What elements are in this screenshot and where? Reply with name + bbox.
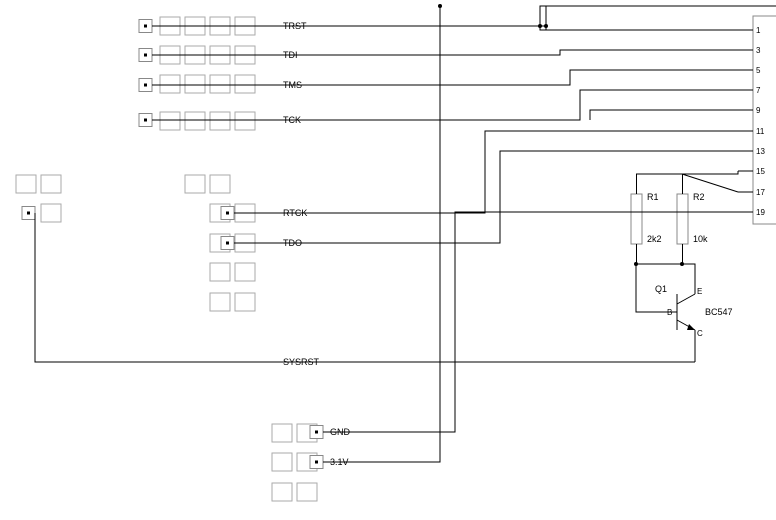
q1-ref: Q1 (655, 284, 667, 294)
r2-ref: R2 (693, 192, 705, 202)
decor-box-31 (272, 453, 292, 471)
pad-tdo-dot (226, 242, 229, 245)
net-sysrst (35, 213, 695, 362)
decor-box-25 (210, 263, 230, 281)
decor-box-16 (185, 175, 205, 193)
schematic-canvas: J11357911131517192468101214161820TRSTTDI… (0, 0, 776, 520)
decor-box-20 (16, 175, 36, 193)
net-tdo (234, 151, 738, 243)
pad-rtck-dot (226, 212, 229, 215)
net-r1-pin15 (636, 171, 738, 174)
decor-box-27 (210, 293, 230, 311)
pad-tdi-dot (144, 54, 147, 57)
decor-box-26 (235, 263, 255, 281)
decor-box-10 (210, 75, 230, 93)
decor-box-22 (41, 204, 61, 222)
pad-trst-dot (144, 25, 147, 28)
pin-11-label: 11 (756, 127, 765, 136)
q1-part: BC547 (705, 307, 733, 317)
decor-box-33 (272, 483, 292, 501)
net-gnd (323, 212, 738, 432)
pin-19-label: 19 (756, 208, 765, 217)
decor-box-21 (41, 175, 61, 193)
pin-1-label: 1 (756, 26, 761, 35)
pin-9-label: 9 (756, 106, 761, 115)
w-trst-pin1 (546, 26, 738, 30)
decor-box-28 (235, 293, 255, 311)
decor-box-14 (210, 112, 230, 130)
r2-val: 10k (693, 234, 708, 244)
pin-7-label: 7 (756, 86, 761, 95)
net-rtck (234, 131, 738, 213)
pin-15-label: 15 (756, 167, 765, 176)
svg-text:E: E (697, 287, 702, 296)
pin-13-label: 13 (756, 147, 765, 156)
net-3v1 (323, 6, 440, 462)
decor-box-29 (272, 424, 292, 442)
net-pin9 (590, 110, 738, 120)
decor-box-12 (160, 112, 180, 130)
pin-3-label: 3 (756, 46, 761, 55)
decor-box-34 (297, 483, 317, 501)
decor-box-8 (160, 75, 180, 93)
pad-sysrst-dot (27, 212, 30, 215)
r1-val: 2k2 (647, 234, 662, 244)
pad-tck-dot (144, 119, 147, 122)
resistor-r1 (631, 194, 642, 244)
decor-box-13 (185, 112, 205, 130)
net-r2-pin17 (682, 174, 738, 192)
pad-gnd-dot (315, 431, 318, 434)
pin-5-label: 5 (756, 66, 761, 75)
resistor-r2 (677, 194, 688, 244)
svg-text:C: C (697, 329, 703, 338)
r1-ref: R1 (647, 192, 659, 202)
decor-box-11 (235, 75, 255, 93)
pad-v31-dot (315, 461, 318, 464)
pin-17-label: 17 (756, 188, 765, 197)
decor-box-15 (235, 112, 255, 130)
net-q1-e (682, 264, 695, 294)
decor-box-9 (185, 75, 205, 93)
net-trst-pin1 (540, 26, 738, 30)
pad-tms-dot (144, 84, 147, 87)
decor-box-17 (210, 175, 230, 193)
